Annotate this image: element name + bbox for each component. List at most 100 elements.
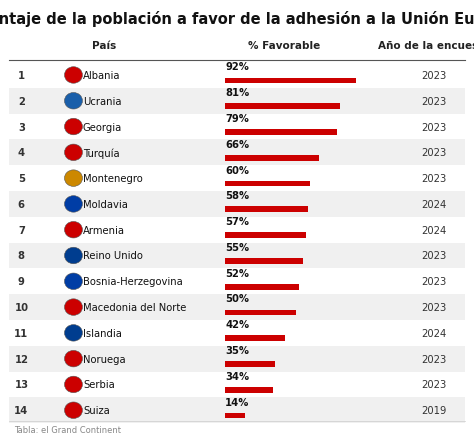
Circle shape: [64, 248, 82, 264]
Bar: [9, 295, 465, 320]
Bar: [225, 130, 337, 135]
Text: 42%: 42%: [225, 319, 249, 329]
Circle shape: [64, 273, 82, 290]
Text: % Favorable: % Favorable: [248, 41, 320, 50]
Bar: [9, 166, 465, 191]
Text: 2023: 2023: [421, 71, 447, 81]
Bar: [9, 269, 465, 295]
Text: Porcentaje de la población a favor de la adhesión a la Unión Europea: Porcentaje de la población a favor de la…: [0, 11, 474, 27]
Bar: [9, 191, 465, 217]
Bar: [9, 320, 465, 346]
Text: Serbia: Serbia: [83, 380, 115, 390]
Bar: [9, 398, 465, 423]
Text: 60%: 60%: [225, 165, 249, 175]
Bar: [9, 63, 465, 89]
Text: 57%: 57%: [225, 217, 249, 227]
Circle shape: [64, 171, 82, 187]
Bar: [225, 181, 310, 187]
Circle shape: [64, 376, 82, 393]
Text: Año de la encuesta: Año de la encuesta: [377, 41, 474, 50]
Text: 3: 3: [18, 122, 25, 132]
Text: 9: 9: [18, 276, 25, 286]
Text: 2024: 2024: [421, 200, 447, 210]
Text: Reino Unido: Reino Unido: [83, 251, 143, 261]
Bar: [225, 310, 296, 316]
Text: 81%: 81%: [225, 88, 249, 98]
Bar: [225, 79, 356, 84]
Bar: [225, 104, 340, 110]
Text: 2024: 2024: [421, 225, 447, 235]
Bar: [9, 140, 465, 166]
Text: 12: 12: [14, 354, 28, 364]
Text: 55%: 55%: [225, 242, 249, 252]
Text: 2023: 2023: [421, 174, 447, 184]
Bar: [225, 387, 273, 393]
Text: Macedonia del Norte: Macedonia del Norte: [83, 302, 186, 312]
Text: Suiza: Suiza: [83, 405, 109, 415]
Circle shape: [64, 145, 82, 161]
Bar: [9, 115, 465, 140]
Bar: [9, 243, 465, 269]
Text: Montenegro: Montenegro: [83, 174, 143, 184]
Text: 13: 13: [14, 380, 28, 390]
Text: Armenia: Armenia: [83, 225, 125, 235]
Bar: [225, 259, 303, 264]
Text: 2023: 2023: [421, 354, 447, 364]
Circle shape: [64, 402, 82, 418]
Text: 14: 14: [14, 405, 28, 415]
Text: 50%: 50%: [225, 294, 249, 304]
Text: 2019: 2019: [421, 405, 447, 415]
Bar: [225, 155, 319, 161]
Text: Bosnia-Herzegovina: Bosnia-Herzegovina: [83, 276, 182, 286]
Text: 8: 8: [18, 251, 25, 261]
Bar: [9, 372, 465, 398]
Text: 1: 1: [18, 71, 25, 81]
Text: Ucrania: Ucrania: [83, 96, 121, 106]
Text: 34%: 34%: [225, 371, 249, 381]
Text: Georgia: Georgia: [83, 122, 122, 132]
Text: 2023: 2023: [421, 96, 447, 106]
Text: 5: 5: [18, 174, 25, 184]
Text: 92%: 92%: [225, 62, 249, 72]
Text: 2023: 2023: [421, 276, 447, 286]
Text: Albania: Albania: [83, 71, 120, 81]
Bar: [9, 346, 465, 372]
Text: 14%: 14%: [225, 397, 249, 407]
Text: 35%: 35%: [225, 345, 249, 355]
Bar: [9, 217, 465, 243]
Circle shape: [64, 351, 82, 367]
Circle shape: [64, 93, 82, 110]
Text: 2023: 2023: [421, 302, 447, 312]
Bar: [225, 233, 306, 238]
Text: 11: 11: [14, 328, 28, 338]
Text: 6: 6: [18, 200, 25, 210]
Text: 58%: 58%: [225, 191, 249, 201]
Text: 7: 7: [18, 225, 25, 235]
Circle shape: [64, 119, 82, 135]
Circle shape: [64, 222, 82, 238]
Text: 2023: 2023: [421, 122, 447, 132]
Bar: [225, 335, 285, 341]
Circle shape: [64, 68, 82, 84]
Circle shape: [64, 196, 82, 213]
Bar: [225, 207, 308, 213]
Text: Tabla: el Grand Continent: Tabla: el Grand Continent: [14, 425, 121, 434]
Bar: [9, 89, 465, 115]
Text: 2023: 2023: [421, 148, 447, 158]
Text: 52%: 52%: [225, 268, 249, 278]
Circle shape: [64, 325, 82, 341]
Circle shape: [64, 299, 82, 316]
Text: 66%: 66%: [225, 139, 249, 149]
Text: Moldavia: Moldavia: [83, 200, 128, 210]
Bar: [225, 413, 245, 418]
Text: 79%: 79%: [225, 114, 249, 124]
Text: 2: 2: [18, 96, 25, 106]
Bar: [225, 362, 275, 367]
Text: 2024: 2024: [421, 328, 447, 338]
Text: 2023: 2023: [421, 251, 447, 261]
Bar: [225, 284, 299, 290]
Text: Turquía: Turquía: [83, 148, 119, 158]
Text: Noruega: Noruega: [83, 354, 126, 364]
Text: 4: 4: [18, 148, 25, 158]
Text: 10: 10: [14, 302, 28, 312]
